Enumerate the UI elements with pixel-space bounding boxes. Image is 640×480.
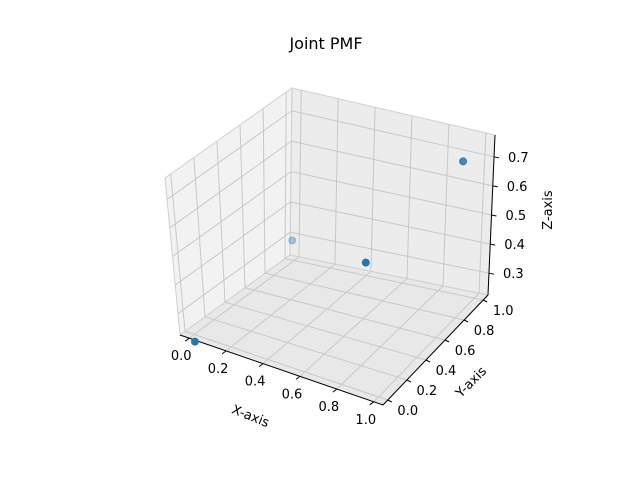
z-tick [493,156,500,159]
z-grid-line [172,171,292,257]
y-grid-line [184,330,388,401]
x-tick-label: 0.0 [171,349,192,364]
z-grid-line [169,140,292,229]
x-tick-label: 0.4 [245,375,266,390]
y-axis-line [382,294,489,406]
x-tick [332,388,338,393]
y-tick-label: 0.4 [436,364,457,379]
tick-marks [184,156,500,406]
z-grid-line [166,110,293,200]
scatter-point [459,157,468,166]
z-tick-label: 0.7 [508,151,529,166]
y-tick [387,399,392,403]
y-tick [483,299,488,303]
x-tick [184,337,190,342]
z-grid-line [291,140,493,187]
y-tick [463,319,469,323]
x-tick [369,401,375,406]
z-grid-line [290,171,492,216]
y-tick-label: 0.0 [397,404,418,419]
z-tick [491,214,497,217]
x-tick [258,363,264,368]
x-grid-line [262,270,372,365]
z-tick [492,185,498,188]
x-tick [221,350,227,355]
y-grid-line [224,301,427,361]
grid-lines [166,90,495,403]
y-grid-line [264,272,465,321]
scatter-point [288,236,297,245]
z-tick [490,243,496,246]
x-grid-line [188,256,300,339]
z-grid-line [174,201,291,286]
z-grid-line [290,201,491,245]
y-tick-label: 0.2 [417,384,438,399]
x-grid-line [225,263,336,352]
y-grid-line [204,316,408,381]
z-axis-label: Z-axis [541,190,556,230]
y-tick [406,379,412,383]
z-tick-label: 0.5 [506,209,527,224]
x-tick-labels: 0.0 0.2 0.4 0.6 0.8 1.0 [171,349,376,428]
x-axis-line [179,334,384,406]
x-tick [295,375,301,380]
z-tick [488,272,495,275]
y-tick-label: 0.8 [474,324,495,339]
y-tick [425,359,431,363]
x-grid-line [373,292,480,403]
z-grid-line [177,231,291,314]
y-tick-labels: 0.0 0.2 0.4 0.6 0.8 1.0 [397,304,513,419]
x-tick-label: 1.0 [355,413,376,428]
scatter-point [190,337,199,346]
y-grid-line [284,258,484,301]
y-tick-label: 1.0 [493,304,514,319]
y-axis-label: Y-axis [452,364,490,402]
z-grid-line [290,231,490,274]
chart-title: Joint PMF [288,34,362,53]
x-grid-line [299,278,408,377]
y-grid-line [244,287,446,341]
z-grid-line [291,110,495,158]
x-tick-label: 0.8 [319,400,340,415]
y-tick-label: 0.6 [455,344,476,359]
x-grid-line [336,285,444,390]
z-tick-label: 0.4 [504,238,525,253]
scatter-points [190,157,468,346]
scatter-point [361,258,370,267]
x-tick-label: 0.6 [282,387,303,402]
z-tick-label: 0.6 [507,180,528,195]
y-tick [444,339,450,343]
z-tick-labels: 0.3 0.4 0.5 0.6 0.7 [503,151,529,282]
z-tick-label: 0.3 [503,267,524,282]
x-axis-label: X-axis [229,402,271,431]
x-tick-label: 0.2 [208,362,229,377]
